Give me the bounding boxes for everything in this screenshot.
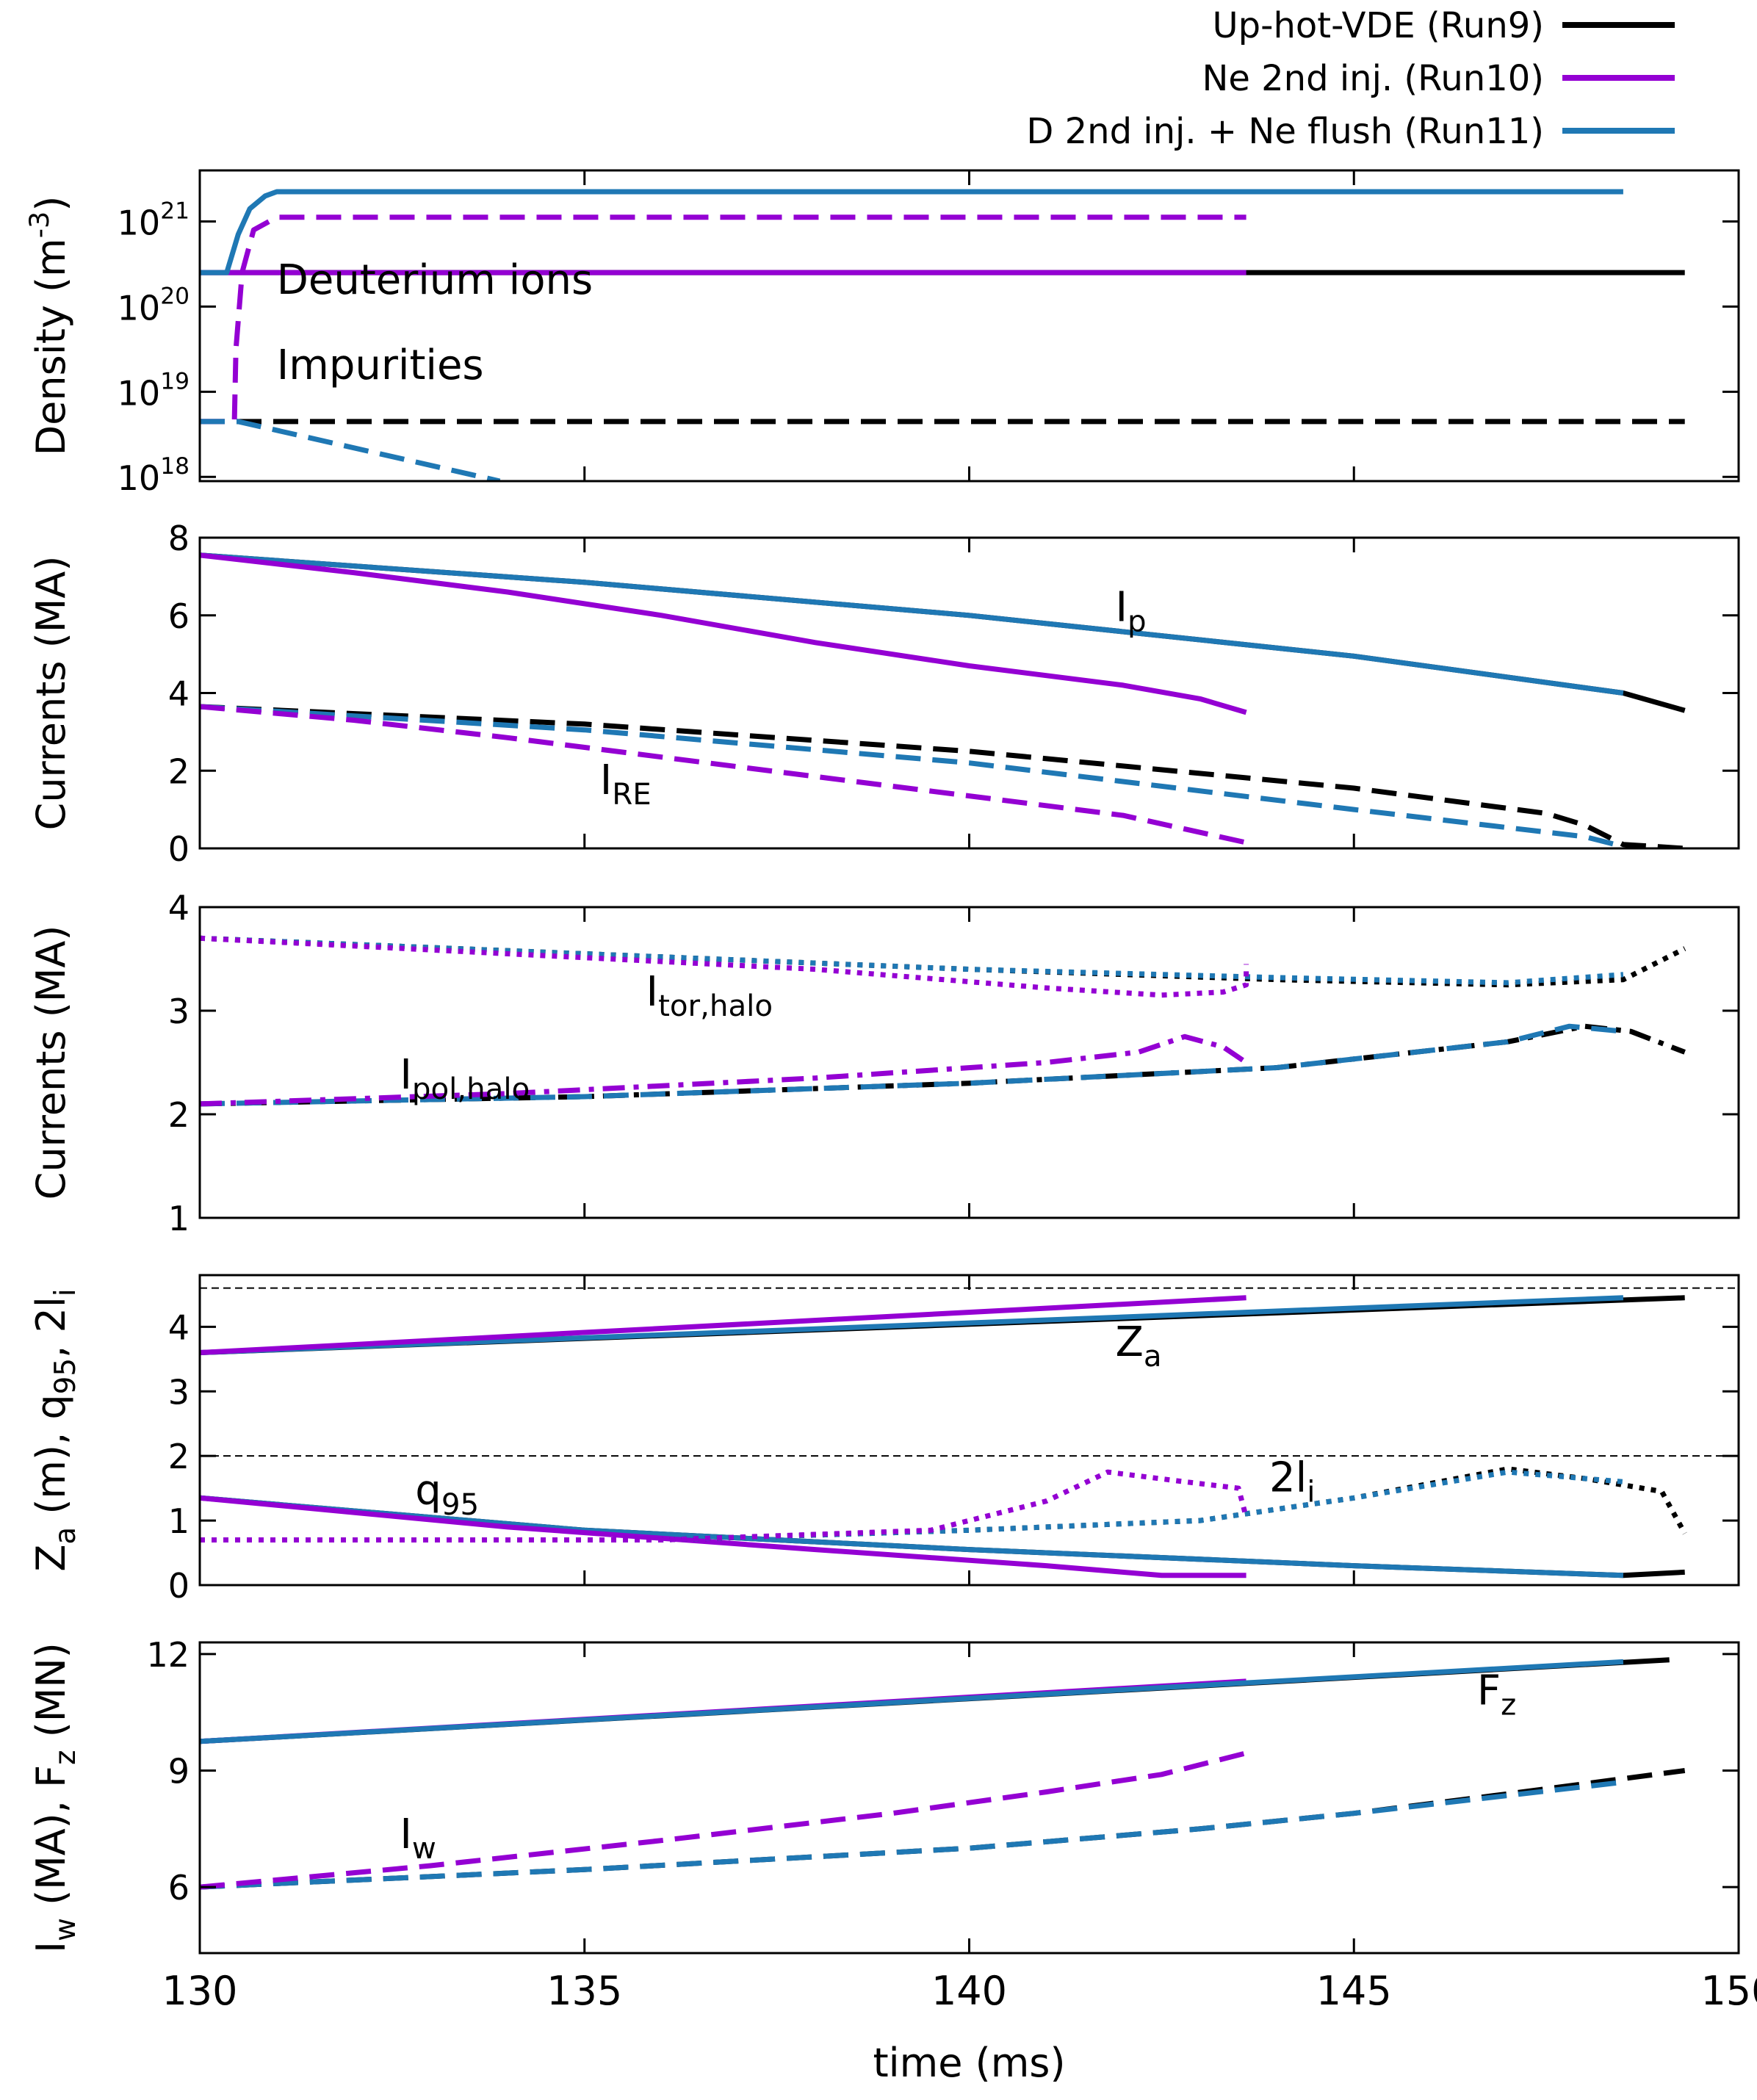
series-group [200, 552, 1686, 848]
x-axis-label: time (ms) [873, 2040, 1065, 2086]
legend-label: Ne 2nd inj. (Run10) [1202, 58, 1544, 99]
y-tick-label: 1020 [118, 283, 190, 328]
y-tick-label: 2 [168, 751, 190, 791]
legend-label: Up-hot-VDE (Run9) [1213, 5, 1544, 46]
x-tick-label: 135 [546, 1968, 622, 2014]
panel-za_q95_li: 0 1 2 3 4 Za (m), q95, 2li Za q95 2li [28, 1274, 1740, 1606]
series-Run11-solid-2 [200, 1659, 1624, 1744]
legend-label: D 2nd inj. + Ne flush (Run11) [1026, 111, 1544, 152]
y-tick-label: 4 [168, 674, 190, 714]
series-Run11-solid-1 [200, 552, 1624, 696]
y-axis-label: Currents (MA) [28, 925, 74, 1200]
y-axis-label: Currents (MA) [28, 556, 74, 831]
series-Run11-dotted-7 [200, 1469, 1624, 1542]
annotation-label: Za [1116, 1318, 1162, 1374]
annotation-label: Deuterium ions [277, 256, 593, 304]
panel-density: 1018 1019 1020 1021 Density (m-3) Deuterium i… [24, 169, 1740, 498]
y-tick-label: 4 [168, 1307, 190, 1347]
y-axis-label: Density (m-3) [24, 196, 74, 456]
panel-currents2: 1 2 3 4 Currents (MA) Itor,halo Ipol,halo [28, 888, 1740, 1238]
series-Run11-solid-1 [200, 1295, 1624, 1355]
annotation-label: 2li [1269, 1454, 1315, 1509]
y-tick-label: 9 [168, 1751, 190, 1791]
series-group [200, 935, 1686, 1107]
y-tick-label: 2 [168, 1437, 190, 1476]
y-tick-label: 0 [168, 1566, 190, 1606]
annotation-label: q95 [415, 1467, 479, 1522]
annotation-label: Itor,halo [646, 968, 773, 1023]
series-Run9-solid-0 [200, 552, 1686, 713]
panel-currents1: 0 2 4 6 8 Currents (MA) Ip IRE [28, 519, 1740, 869]
annotation-label: Ip [1116, 584, 1147, 639]
series-Run11-solid-4 [200, 1495, 1624, 1578]
series-Run10-dashed-3 [200, 214, 1247, 425]
y-tick-label: 1019 [118, 368, 190, 413]
annotation-label: Impurities [277, 342, 484, 389]
series-Run11-dotted-1 [200, 935, 1624, 986]
y-tick-label: 1 [168, 1199, 190, 1238]
series-Run9-dashed-3 [200, 704, 1685, 848]
series-group [200, 1657, 1686, 1890]
series-Run10-dashed-5 [200, 1750, 1247, 1890]
y-tick-label: 6 [168, 596, 190, 636]
series-Run10-dashed-5 [200, 704, 1247, 845]
annotation-label: Fz [1477, 1667, 1516, 1722]
plot-frame [198, 906, 1740, 1219]
annotation-label: IRE [600, 757, 652, 812]
y-axis-label: Za (m), q95, 2li [28, 1288, 82, 1571]
y-tick-label: 1018 [118, 453, 190, 498]
series-Run10-solid-2 [200, 552, 1247, 715]
series-group [200, 189, 1685, 481]
series-Run10-solid-2 [200, 1295, 1247, 1355]
y-tick-label: 2 [168, 1095, 190, 1135]
annotation-label: Ipol,halo [400, 1051, 530, 1106]
legend: Up-hot-VDE (Run9) Ne 2nd inj. (Run10) D 2n… [1026, 5, 1675, 152]
y-tick-label: 4 [168, 888, 190, 928]
series-Run11-dashed-5 [200, 419, 501, 481]
y-tick-label: 1021 [118, 198, 190, 243]
series-Run11-dashed-4 [200, 1779, 1624, 1890]
y-tick-label: 3 [168, 1372, 190, 1412]
series-Run10-dashdot-5 [200, 1033, 1248, 1107]
y-axis-label: Iw (MA), Fz (MN) [28, 1642, 82, 1953]
y-tick-label: 8 [168, 519, 190, 558]
x-tick-label: 140 [931, 1968, 1007, 2014]
y-tick-label: 0 [168, 829, 190, 869]
x-tick-label: 150 [1700, 1968, 1757, 2014]
series-Run10-dotted-2 [200, 935, 1249, 998]
series-Run9-dotted-0 [200, 935, 1686, 988]
series-Run10-dotted-8 [200, 1469, 1249, 1542]
y-tick-label: 1 [168, 1501, 190, 1541]
y-tick-label: 12 [146, 1635, 190, 1675]
series-Run11-dashed-4 [200, 704, 1624, 848]
x-axis: 130 135 140 145 150 time (ms) [162, 1968, 1757, 2086]
y-tick-label: 3 [168, 992, 190, 1031]
series-Run9-dashed-3 [200, 1768, 1686, 1890]
series-Run11-solid-4 [200, 189, 1623, 275]
x-tick-label: 130 [162, 1968, 237, 2014]
series-Run11-dashed-4 [200, 1023, 1624, 1107]
y-tick-label: 6 [168, 1868, 190, 1908]
series-Run10-solid-5 [200, 1495, 1247, 1578]
x-tick-label: 145 [1316, 1968, 1392, 2014]
annotation-label: Iw [400, 1811, 436, 1866]
series-group [200, 1295, 1687, 1578]
panel-iw_fz: 6 9 12 Iw (MA), Fz (MN) Fz Iw [28, 1635, 1740, 1955]
